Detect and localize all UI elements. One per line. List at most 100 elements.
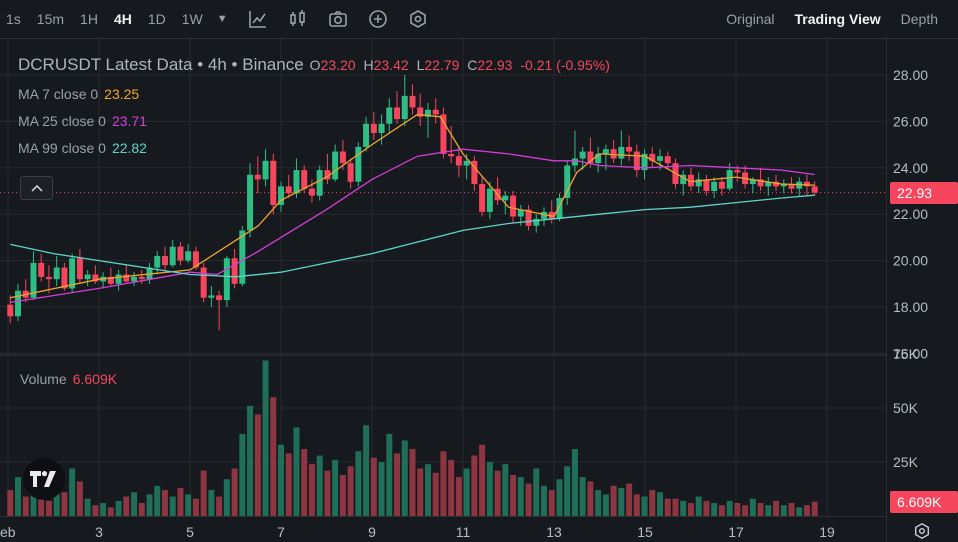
collapse-legend-button[interactable] <box>20 176 53 200</box>
time-tick-label: 15 <box>637 524 653 540</box>
candle-body <box>409 95 416 108</box>
volume-bar <box>45 500 52 516</box>
volume-bar <box>100 503 107 516</box>
candle-body <box>123 274 130 282</box>
price-tick-label: 18.00 <box>893 299 928 315</box>
timeframe-1d[interactable]: 1D <box>147 11 166 27</box>
chart-legend: DCRUSDT Latest Data • 4h • Binance O23.2… <box>18 55 610 156</box>
volume-bar <box>15 477 22 516</box>
timeframe-1w[interactable]: 1W <box>181 11 203 27</box>
tab-original[interactable]: Original <box>726 11 775 27</box>
candle-body <box>76 258 83 280</box>
volume-bar <box>703 500 710 516</box>
tv-logo-mark <box>30 471 56 487</box>
candle-body <box>649 153 656 161</box>
candle-body <box>347 163 354 182</box>
volume-bar <box>115 500 122 516</box>
candle-body <box>7 304 14 317</box>
volume-bar <box>587 481 594 516</box>
volume-bar <box>711 503 718 516</box>
volume-bar <box>409 449 416 516</box>
volume-bar <box>517 477 524 516</box>
ma25-legend: MA 25 close 0 23.71 <box>18 113 610 129</box>
candle-body <box>657 156 664 161</box>
moving-averages-layer <box>10 113 815 304</box>
candle-body <box>471 160 478 185</box>
candle-body <box>610 149 617 159</box>
candle-body <box>332 151 339 180</box>
timeframe-1s[interactable]: 1s <box>6 11 21 27</box>
volume-tick-label: 25K <box>893 454 919 470</box>
candle-body <box>231 258 238 284</box>
volume-bar <box>448 459 455 516</box>
volume-bar <box>223 479 230 516</box>
candle-body <box>208 295 215 298</box>
candle-type-icon[interactable] <box>287 8 309 30</box>
volume-bar <box>556 479 563 516</box>
volume-bar <box>788 503 795 516</box>
change-percent: (-0.95%) <box>556 57 610 73</box>
chart-settings-icon[interactable] <box>910 519 934 542</box>
exchange-label: Binance <box>242 55 304 74</box>
volume-bar <box>61 492 68 516</box>
time-tick-label: 11 <box>456 524 471 540</box>
candle-body <box>316 170 323 196</box>
candle-body <box>301 170 308 189</box>
candle-body <box>556 197 563 219</box>
volume-bar <box>502 464 509 516</box>
volume-bar <box>610 485 617 516</box>
candle-body <box>571 158 578 166</box>
legend-sep-2: • <box>231 55 238 74</box>
candle-body <box>355 146 362 182</box>
tradingview-logo-icon[interactable] <box>23 458 65 500</box>
timeframe-1h[interactable]: 1H <box>80 11 98 27</box>
candle-body <box>602 149 609 154</box>
volume-bar <box>247 405 254 516</box>
candle-body <box>131 276 138 282</box>
more-timeframes-caret[interactable]: ▼ <box>216 13 228 25</box>
add-indicator-icon[interactable] <box>367 8 389 30</box>
volume-bar <box>92 505 99 516</box>
candle-body <box>177 246 184 261</box>
candle-body <box>440 114 447 154</box>
volume-bar <box>463 468 470 516</box>
indicators-icon[interactable] <box>247 8 269 30</box>
volume-bar <box>401 440 408 516</box>
volume-bar <box>773 500 780 516</box>
tab-depth[interactable]: Depth <box>900 11 938 27</box>
volume-bar <box>161 490 168 516</box>
toolbar: 1s 15m 1H 4H 1D 1W ▼ Original Trading Vi… <box>0 0 958 38</box>
candle-body <box>703 179 710 191</box>
volume-bar <box>718 505 725 516</box>
candle-body <box>200 267 207 298</box>
candle-body <box>579 151 586 159</box>
timeframe-4h[interactable]: 4H <box>113 11 132 27</box>
price-tick-label: 28.00 <box>893 67 928 83</box>
volume-bar <box>324 470 331 516</box>
volume-tick-label: 50K <box>893 400 919 416</box>
candle-body <box>463 160 470 166</box>
screenshot-icon[interactable] <box>327 8 349 30</box>
candle-body <box>734 170 741 173</box>
volume-bar <box>571 449 578 516</box>
candle-body <box>633 151 640 171</box>
volume-bar <box>641 496 648 516</box>
timeframe-15m[interactable]: 15m <box>36 11 65 27</box>
volume-bar <box>185 494 192 516</box>
candle-body <box>424 109 431 117</box>
volume-bar <box>479 444 486 516</box>
volume-value: 6.609K <box>72 371 118 387</box>
low-value: 22.79 <box>424 57 460 73</box>
tab-trading-view[interactable]: Trading View <box>794 11 881 27</box>
settings-hex-icon[interactable] <box>407 8 429 30</box>
candle-body <box>394 107 401 120</box>
volume-bar <box>680 500 687 516</box>
ma-line-ma7 <box>10 113 815 299</box>
volume-bar <box>486 462 493 516</box>
candle-body <box>479 184 486 212</box>
volume-bar <box>687 503 694 516</box>
candle-body <box>718 181 725 189</box>
volume-tick-label: 75K <box>893 346 919 362</box>
